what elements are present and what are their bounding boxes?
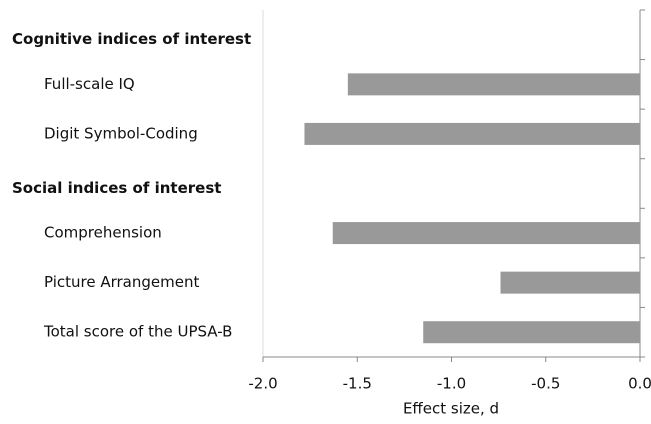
group-header: Cognitive indices of interest <box>12 30 251 48</box>
group-header: Social indices of interest <box>12 179 221 197</box>
bar <box>332 222 640 245</box>
y-tick-label: Digit Symbol-Coding <box>44 124 198 142</box>
x-tick-label: -0.5 <box>531 375 560 393</box>
x-tick-label: -1.0 <box>437 375 466 393</box>
y-tick-label: Comprehension <box>44 224 162 242</box>
bar <box>347 73 640 96</box>
x-tick-label: -2.0 <box>248 375 277 393</box>
bar <box>423 321 640 344</box>
y-tick-label: Total score of the UPSA-B <box>43 323 232 341</box>
x-axis-title: Effect size, d <box>403 400 499 418</box>
bar <box>304 122 640 145</box>
y-tick-label: Full-scale IQ <box>44 75 135 93</box>
y-tick-label: Picture Arrangement <box>44 273 199 291</box>
x-tick-label: 0.0 <box>628 375 651 393</box>
bar <box>500 271 640 294</box>
x-tick-label: -1.5 <box>343 375 372 393</box>
